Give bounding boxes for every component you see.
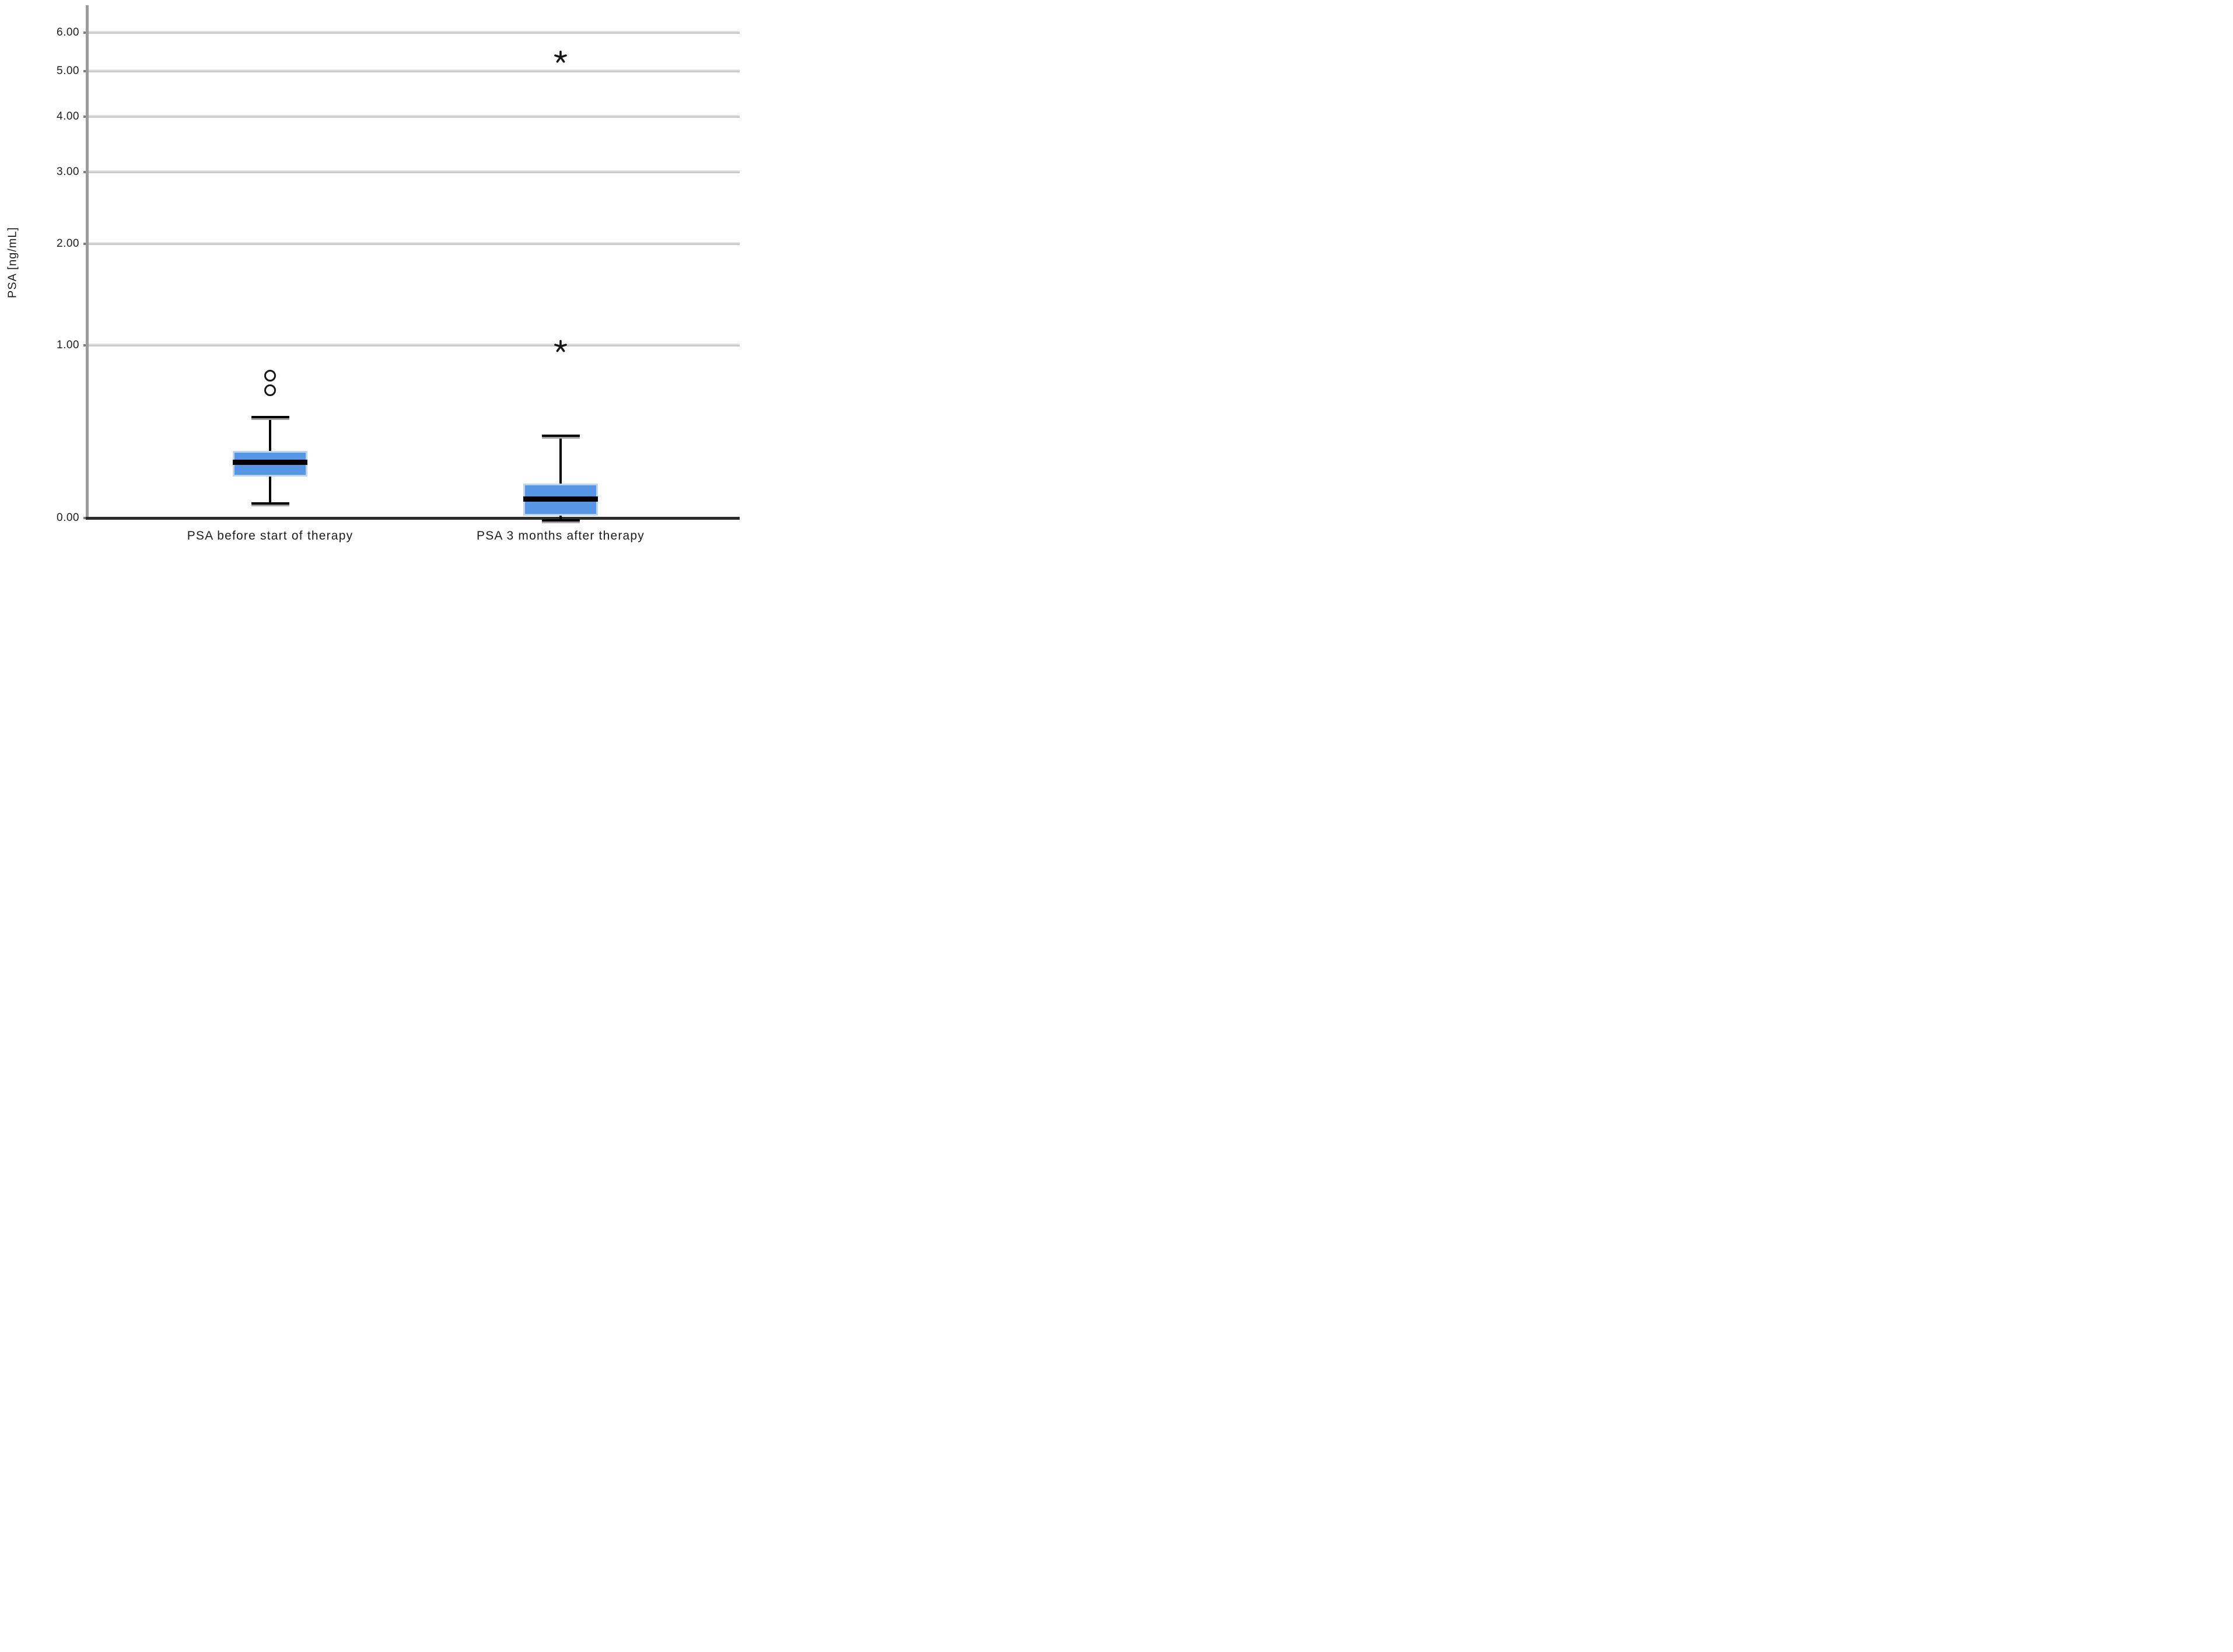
upper-whisker-stem <box>559 436 562 484</box>
y-tick-label: 1.00 <box>57 338 79 351</box>
x-category-label-1: PSA before start of therapy <box>187 529 354 542</box>
upper-whisker-cap <box>251 415 289 418</box>
y-gridline <box>89 170 740 174</box>
lower-whisker-cap <box>541 519 580 522</box>
y-tick-label: 4.00 <box>57 110 79 123</box>
y-gridline <box>89 242 740 246</box>
x-category-label-2: PSA 3 months after therapy <box>476 529 645 542</box>
y-tick-label: 3.00 <box>57 166 79 178</box>
y-axis-line <box>86 5 89 520</box>
y-gridline <box>89 114 740 118</box>
extreme-outlier-asterisk <box>554 340 568 354</box>
y-gridline <box>89 30 740 34</box>
lower-whisker-stem <box>269 477 271 505</box>
asterisk-icon <box>554 340 567 352</box>
upper-whisker-cap <box>541 435 580 438</box>
extreme-outlier-asterisk <box>554 50 568 64</box>
y-gridline <box>89 343 740 346</box>
y-gridline <box>89 69 740 72</box>
upper-whisker-stem <box>269 416 271 451</box>
mild-outlier-circle <box>264 384 276 396</box>
asterisk-icon <box>554 50 567 63</box>
mild-outlier-circle <box>264 370 276 382</box>
y-tick-label: 6.00 <box>57 26 79 38</box>
lower-whisker-cap <box>251 502 289 505</box>
lower-whisker-stem <box>559 516 562 522</box>
boxplot-figure: PSA [ng/mL] PSA before start of therapy … <box>0 0 744 551</box>
y-tick-label: 2.00 <box>57 237 79 250</box>
y-tick-label: 0.00 <box>57 512 79 524</box>
median-line <box>523 496 598 502</box>
median-line <box>233 460 307 466</box>
y-tick-label: 5.00 <box>57 64 79 77</box>
x-axis-line <box>86 516 740 520</box>
